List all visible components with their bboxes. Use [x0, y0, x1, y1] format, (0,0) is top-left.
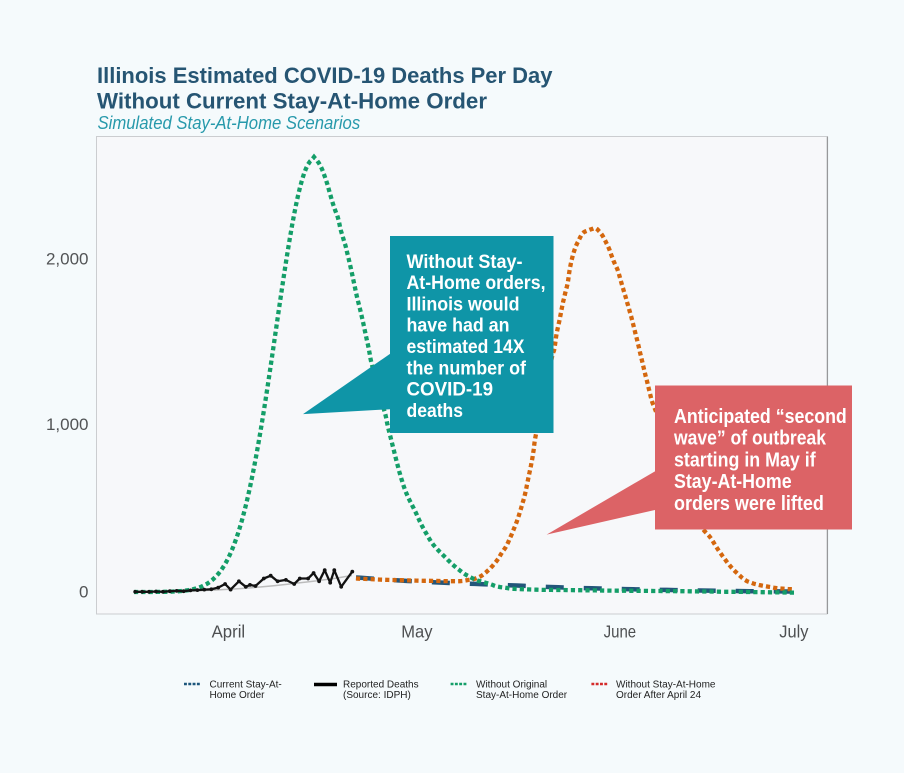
svg-text:July: July: [779, 622, 808, 642]
svg-text:Reported Deaths(Source: IDPH): Reported Deaths (Source: IDPH): [343, 680, 419, 702]
svg-text:Current Stay-At-Home Order: Current Stay-At-Home Order: [210, 680, 282, 702]
svg-text:April: April: [212, 622, 246, 642]
svg-text:May: May: [401, 622, 432, 642]
svg-text:Illinois Estimated COVID-19 De: Illinois Estimated COVID-19 Deaths Per D…: [97, 63, 553, 88]
svg-text:2,000: 2,000: [46, 249, 89, 268]
svg-text:June: June: [604, 622, 637, 642]
svg-text:Without Current Stay-At-Home O: Without Current Stay-At-Home Order: [97, 89, 487, 114]
svg-text:0: 0: [79, 583, 88, 602]
svg-text:1,000: 1,000: [46, 415, 89, 434]
svg-text:Without Stay-At-Home orders,Il: Without Stay-At-Home orders, Illinois wou…: [407, 252, 546, 422]
svg-text:Simulated Stay-At-Home Scenari: Simulated Stay-At-Home Scenarios: [98, 112, 361, 133]
